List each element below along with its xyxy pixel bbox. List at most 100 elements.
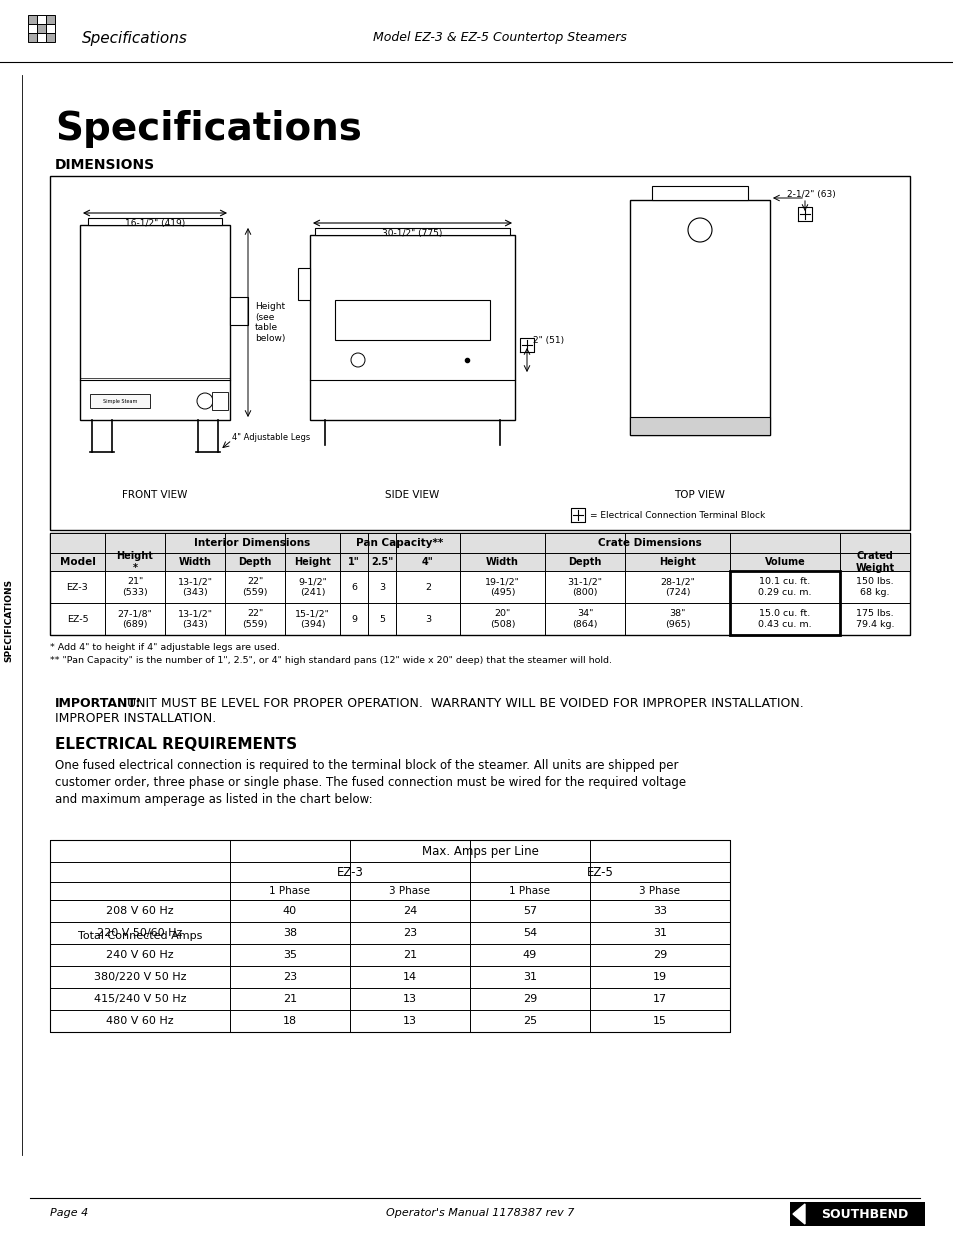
Text: 28-1/2"
(724): 28-1/2" (724): [659, 577, 694, 597]
Text: Height: Height: [294, 557, 331, 567]
Text: One fused electrical connection is required to the terminal block of the steamer: One fused electrical connection is requi…: [55, 760, 685, 806]
Text: 10.1 cu. ft.
0.29 cu. m.: 10.1 cu. ft. 0.29 cu. m.: [758, 577, 811, 597]
Text: EZ-5: EZ-5: [67, 615, 89, 624]
Text: 4" Adjustable Legs: 4" Adjustable Legs: [232, 433, 310, 442]
Bar: [37, 33, 46, 42]
Text: 22"
(559): 22" (559): [242, 609, 268, 629]
Text: 21"
(533): 21" (533): [122, 577, 148, 597]
Text: 27-1/8"
(689): 27-1/8" (689): [117, 609, 152, 629]
Text: 57: 57: [522, 906, 537, 916]
Text: = Electrical Connection Terminal Block: = Electrical Connection Terminal Block: [589, 510, 764, 520]
Text: 1 Phase: 1 Phase: [269, 885, 310, 897]
Bar: [651, 186, 747, 200]
Text: 21: 21: [283, 994, 296, 1004]
Bar: [37, 23, 46, 33]
Text: 150 lbs.
68 kg.: 150 lbs. 68 kg.: [855, 577, 893, 597]
Text: EZ-3: EZ-3: [336, 866, 363, 878]
Text: 18: 18: [283, 1016, 296, 1026]
Text: SPECIFICATIONS: SPECIFICATIONS: [5, 578, 13, 662]
Text: 9-1/2"
(241): 9-1/2" (241): [297, 577, 327, 597]
Bar: [50, 177, 909, 530]
Text: UNIT MUST BE LEVEL FOR PROPER OPERATION.  WARRANTY WILL BE VOIDED FOR IMPROPER I: UNIT MUST BE LEVEL FOR PROPER OPERATION.…: [123, 697, 803, 710]
Text: Simple Steam: Simple Steam: [103, 399, 137, 404]
Text: Pan Capacity**: Pan Capacity**: [356, 538, 443, 548]
Text: 2-1/2" (63): 2-1/2" (63): [786, 190, 835, 200]
Text: 3 Phase: 3 Phase: [639, 885, 679, 897]
Text: 2: 2: [424, 583, 431, 592]
Bar: [729, 571, 840, 635]
Text: 31: 31: [522, 972, 537, 982]
Text: Crate Dimensions: Crate Dimensions: [598, 538, 701, 548]
Text: 15.0 cu. ft.
0.43 cu. m.: 15.0 cu. ft. 0.43 cu. m.: [758, 609, 811, 629]
Bar: [28, 33, 37, 42]
Bar: [46, 15, 55, 23]
Text: SIDE VIEW: SIDE VIEW: [385, 490, 439, 500]
Text: * Add 4" to height if 4" adjustable legs are used.: * Add 4" to height if 4" adjustable legs…: [50, 643, 279, 652]
Bar: [230, 296, 248, 325]
Text: 38"
(965): 38" (965): [664, 609, 690, 629]
Text: 3: 3: [424, 615, 431, 624]
Text: 1": 1": [348, 557, 359, 567]
Text: ** "Pan Capacity" is the number of 1", 2.5", or 4" high standard pans (12" wide : ** "Pan Capacity" is the number of 1", 2…: [50, 656, 612, 664]
Bar: [88, 219, 222, 225]
Text: 240 V 60 Hz: 240 V 60 Hz: [106, 950, 173, 960]
Polygon shape: [792, 1204, 804, 1224]
Bar: [629, 200, 769, 435]
Text: 480 V 60 Hz: 480 V 60 Hz: [106, 1016, 173, 1026]
Text: SOUTHBEND: SOUTHBEND: [821, 1208, 907, 1220]
Circle shape: [351, 353, 365, 367]
Text: 14: 14: [402, 972, 416, 982]
Text: Width: Width: [485, 557, 518, 567]
Text: Operator's Manual 1178387 rev 7: Operator's Manual 1178387 rev 7: [385, 1208, 574, 1218]
Text: Depth: Depth: [238, 557, 272, 567]
Text: EZ-3: EZ-3: [67, 583, 89, 592]
Text: 20"
(508): 20" (508): [489, 609, 515, 629]
Bar: [789, 1202, 924, 1226]
Bar: [50, 534, 909, 553]
Text: Interior Dimensions: Interior Dimensions: [194, 538, 311, 548]
Bar: [46, 33, 55, 42]
Text: 49: 49: [522, 950, 537, 960]
Circle shape: [687, 219, 711, 242]
Bar: [314, 228, 510, 235]
Text: 30-1/2" (775): 30-1/2" (775): [382, 228, 442, 238]
Bar: [335, 300, 490, 340]
Text: 3 Phase: 3 Phase: [389, 885, 430, 897]
Bar: [50, 840, 729, 1032]
Text: Height
(see
table
below): Height (see table below): [254, 303, 285, 342]
Circle shape: [196, 393, 213, 409]
Bar: [50, 553, 909, 571]
Text: 23: 23: [402, 927, 416, 939]
Text: 31-1/2"
(800): 31-1/2" (800): [567, 577, 602, 597]
Bar: [90, 394, 150, 408]
Text: FRONT VIEW: FRONT VIEW: [122, 490, 188, 500]
Bar: [297, 268, 310, 300]
Text: 3: 3: [378, 583, 385, 592]
Text: 15-1/2"
(394): 15-1/2" (394): [294, 609, 330, 629]
Bar: [28, 15, 37, 23]
Text: Page 4: Page 4: [50, 1208, 89, 1218]
Text: 17: 17: [652, 994, 666, 1004]
Text: Model: Model: [59, 557, 95, 567]
Text: 220 V 50/60 Hz: 220 V 50/60 Hz: [97, 927, 182, 939]
Bar: [50, 534, 909, 635]
Text: 16-1/2" (419): 16-1/2" (419): [125, 219, 185, 228]
Bar: [212, 391, 228, 410]
Text: 34"
(864): 34" (864): [572, 609, 598, 629]
Bar: [46, 23, 55, 33]
Text: 23: 23: [283, 972, 296, 982]
Text: 2.5": 2.5": [371, 557, 393, 567]
Text: 9: 9: [351, 615, 356, 624]
Text: 31: 31: [652, 927, 666, 939]
Text: 54: 54: [522, 927, 537, 939]
Text: 13-1/2"
(343): 13-1/2" (343): [177, 577, 213, 597]
Bar: [37, 15, 46, 23]
Text: 6: 6: [351, 583, 356, 592]
Text: Depth: Depth: [568, 557, 601, 567]
Text: 35: 35: [283, 950, 296, 960]
Text: 29: 29: [522, 994, 537, 1004]
Text: DIMENSIONS: DIMENSIONS: [55, 158, 155, 172]
Text: 175 lbs.
79.4 kg.: 175 lbs. 79.4 kg.: [855, 609, 893, 629]
Text: 1 Phase: 1 Phase: [509, 885, 550, 897]
Bar: [80, 225, 230, 420]
